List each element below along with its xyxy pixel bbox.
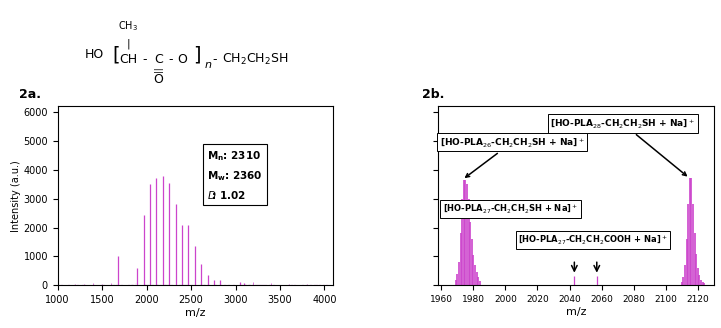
Text: C: C: [154, 52, 163, 66]
Text: CH$_3$: CH$_3$: [118, 19, 138, 33]
Text: O: O: [154, 73, 163, 86]
Text: $n$: $n$: [204, 60, 212, 71]
Text: -: -: [212, 52, 216, 66]
Text: 2b.: 2b.: [422, 88, 444, 101]
Text: -: -: [142, 52, 147, 66]
Text: |: |: [126, 39, 130, 49]
X-axis label: m/z: m/z: [566, 307, 586, 317]
Text: CH$_2$CH$_2$SH: CH$_2$CH$_2$SH: [222, 51, 288, 67]
Text: -: -: [169, 52, 173, 66]
Text: ||: ||: [154, 67, 163, 72]
X-axis label: m/z: m/z: [185, 308, 205, 318]
Text: CH: CH: [119, 52, 137, 66]
Text: [HO-PLA$_{27}$-CH$_2$CH$_2$COOH + Na]$^+$: [HO-PLA$_{27}$-CH$_2$CH$_2$COOH + Na]$^+…: [518, 233, 668, 246]
Text: [: [: [112, 45, 120, 64]
Text: ]: ]: [193, 45, 200, 64]
Text: [HO-PLA$_{28}$-CH$_2$CH$_2$SH + Na]$^+$: [HO-PLA$_{28}$-CH$_2$CH$_2$SH + Na]$^+$: [550, 117, 695, 175]
Y-axis label: Intensity (a.u.): Intensity (a.u.): [11, 160, 21, 232]
Text: $\mathbf{M_n}$: 2310
$\mathbf{M_w}$: 2360
$\mathit{D\!\!}$: 1.02: $\mathbf{M_n}$: 2310 $\mathbf{M_w}$: 236…: [207, 150, 262, 201]
Text: [HO-PLA$_{26}$-CH$_2$CH$_2$SH + Na]$^+$: [HO-PLA$_{26}$-CH$_2$CH$_2$SH + Na]$^+$: [440, 136, 585, 177]
Text: O: O: [177, 52, 187, 66]
Text: [HO-PLA$_{27}$-CH$_2$CH$_2$SH + Na]$^+$: [HO-PLA$_{27}$-CH$_2$CH$_2$SH + Na]$^+$: [443, 202, 578, 215]
Text: HO: HO: [85, 48, 105, 61]
Text: 2a.: 2a.: [19, 88, 41, 101]
